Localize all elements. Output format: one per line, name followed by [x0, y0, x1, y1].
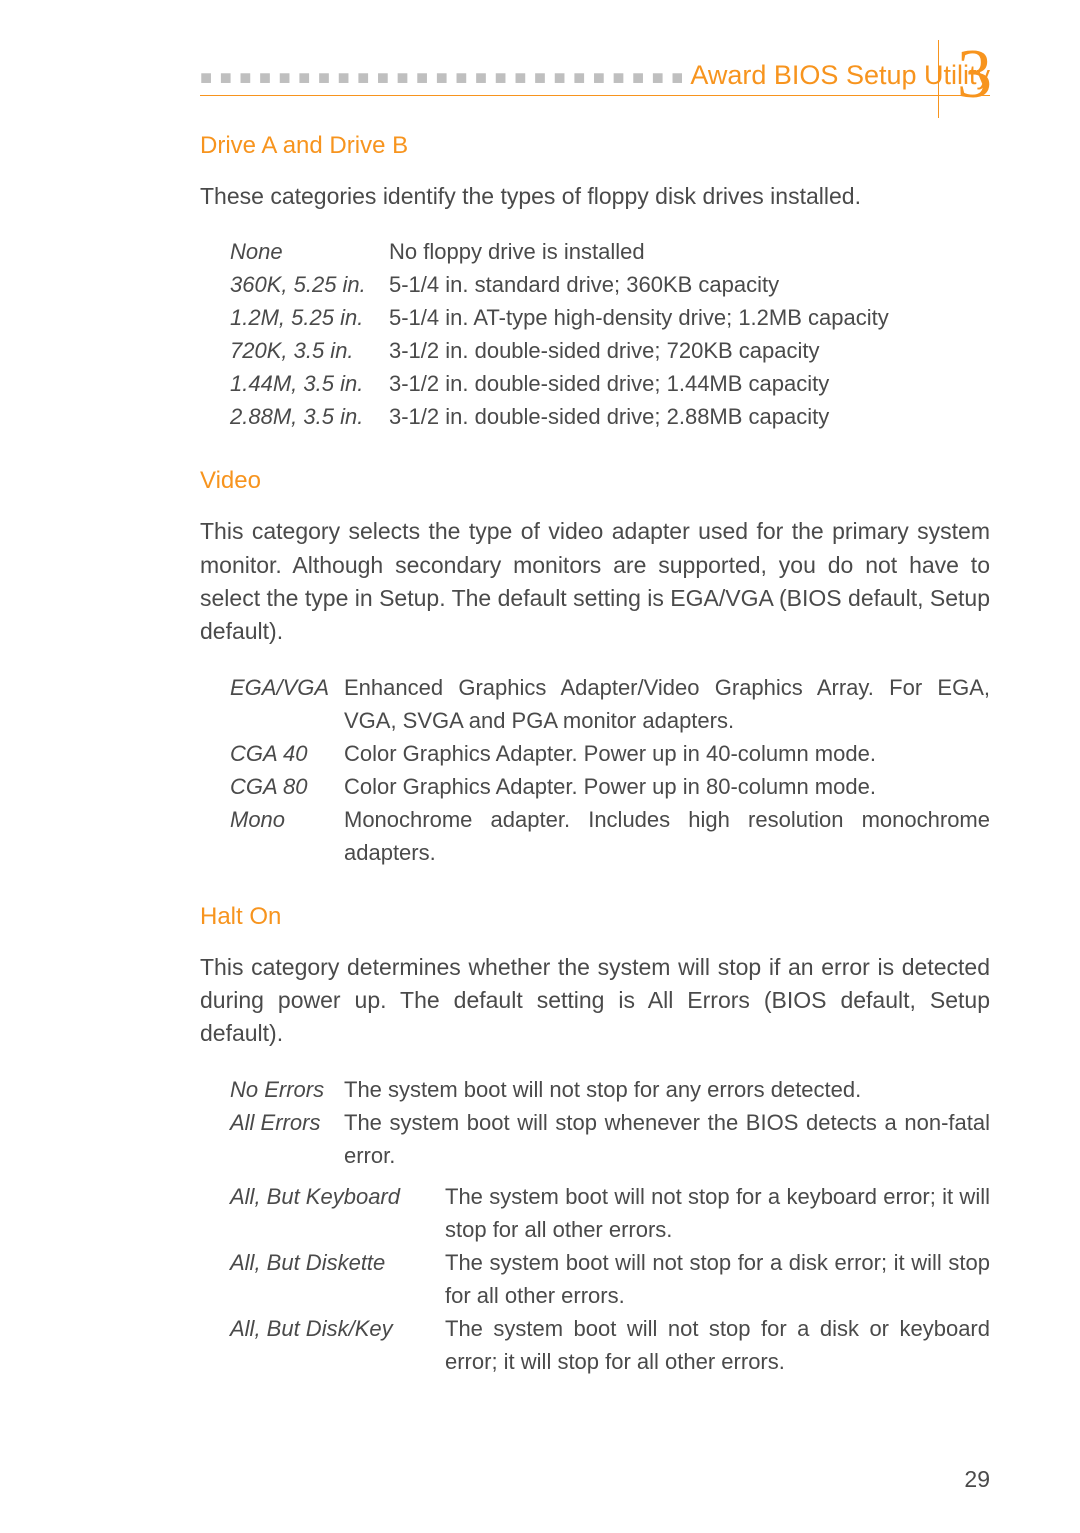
def-row: All, But KeyboardThe system boot will no… — [230, 1180, 990, 1246]
def-row: CGA 40Color Graphics Adapter. Power up i… — [230, 737, 990, 770]
def-row: All, But DisketteThe system boot will no… — [230, 1246, 990, 1312]
def-desc: 5-1/4 in. AT-type high-density drive; 1.… — [385, 301, 990, 334]
def-term: All, But Disk/Key — [230, 1312, 425, 1378]
page-header: ■ ■ ■ ■ ■ ■ ■ ■ ■ ■ ■ ■ ■ ■ ■ ■ ■ ■ ■ ■ … — [200, 60, 990, 96]
halt-def-list-2: All, But KeyboardThe system boot will no… — [230, 1180, 990, 1378]
def-row: No ErrorsThe system boot will not stop f… — [230, 1073, 990, 1106]
def-desc: The system boot will not stop for a disk… — [425, 1246, 990, 1312]
def-desc: Color Graphics Adapter. Power up in 40-c… — [340, 737, 990, 770]
chapter-number: 3 — [957, 40, 992, 110]
def-row: 360K, 5.25 in.5-1/4 in. standard drive; … — [230, 268, 990, 301]
def-row: 720K, 3.5 in.3-1/2 in. double-sided driv… — [230, 334, 990, 367]
def-term: CGA 40 — [230, 737, 340, 770]
def-term: All, But Diskette — [230, 1246, 425, 1312]
halt-intro: This category determines whether the sys… — [200, 951, 990, 1051]
section-title-video: Video — [200, 467, 990, 495]
def-desc: 3-1/2 in. double-sided drive; 2.88MB cap… — [385, 400, 990, 433]
def-term: CGA 80 — [230, 770, 340, 803]
def-row: EGA/VGAEnhanced Graphics Adapter/Video G… — [230, 671, 990, 737]
def-term: None — [230, 235, 385, 268]
def-row: MonoMonochrome adapter. Includes high re… — [230, 803, 990, 869]
def-term: All Errors — [230, 1106, 340, 1172]
def-term: Mono — [230, 803, 340, 869]
def-term: EGA/VGA — [230, 671, 340, 737]
def-desc: No floppy drive is installed — [385, 235, 990, 268]
def-row: 1.2M, 5.25 in.5-1/4 in. AT-type high-den… — [230, 301, 990, 334]
def-row: All ErrorsThe system boot will stop when… — [230, 1106, 990, 1172]
def-desc: Enhanced Graphics Adapter/Video Graphics… — [340, 671, 990, 737]
def-term: No Errors — [230, 1073, 340, 1106]
def-desc: 3-1/2 in. double-sided drive; 1.44MB cap… — [385, 367, 990, 400]
halt-def-list-1: No ErrorsThe system boot will not stop f… — [230, 1073, 990, 1172]
page-number: 29 — [964, 1466, 990, 1493]
def-term: 1.2M, 5.25 in. — [230, 301, 385, 334]
section-title-halt: Halt On — [200, 903, 990, 931]
def-term: All, But Keyboard — [230, 1180, 425, 1246]
def-desc: 3-1/2 in. double-sided drive; 720KB capa… — [385, 334, 990, 367]
def-row: NoneNo floppy drive is installed — [230, 235, 990, 268]
def-desc: The system boot will not stop for a keyb… — [425, 1180, 990, 1246]
drive-intro: These categories identify the types of f… — [200, 180, 990, 213]
def-desc: 5-1/4 in. standard drive; 360KB capacity — [385, 268, 990, 301]
def-row: All, But Disk/KeyThe system boot will no… — [230, 1312, 990, 1378]
def-term: 1.44M, 3.5 in. — [230, 367, 385, 400]
drive-def-list: NoneNo floppy drive is installed 360K, 5… — [230, 235, 990, 433]
def-term: 720K, 3.5 in. — [230, 334, 385, 367]
def-desc: The system boot will stop whenever the B… — [340, 1106, 990, 1172]
def-desc: Color Graphics Adapter. Power up in 80-c… — [340, 770, 990, 803]
video-intro: This category selects the type of video … — [200, 515, 990, 648]
def-row: 2.88M, 3.5 in.3-1/2 in. double-sided dri… — [230, 400, 990, 433]
section-title-drive: Drive A and Drive B — [200, 132, 990, 160]
def-desc: The system boot will not stop for a disk… — [425, 1312, 990, 1378]
def-row: 1.44M, 3.5 in.3-1/2 in. double-sided dri… — [230, 367, 990, 400]
video-def-list: EGA/VGAEnhanced Graphics Adapter/Video G… — [230, 671, 990, 869]
def-row: CGA 80Color Graphics Adapter. Power up i… — [230, 770, 990, 803]
def-term: 2.88M, 3.5 in. — [230, 400, 385, 433]
header-dots: ■ ■ ■ ■ ■ ■ ■ ■ ■ ■ ■ ■ ■ ■ ■ ■ ■ ■ ■ ■ … — [200, 67, 682, 90]
def-desc: Monochrome adapter. Includes high resolu… — [340, 803, 990, 869]
def-desc: The system boot will not stop for any er… — [340, 1073, 990, 1106]
def-term: 360K, 5.25 in. — [230, 268, 385, 301]
chapter-badge: 3 — [938, 40, 1010, 118]
